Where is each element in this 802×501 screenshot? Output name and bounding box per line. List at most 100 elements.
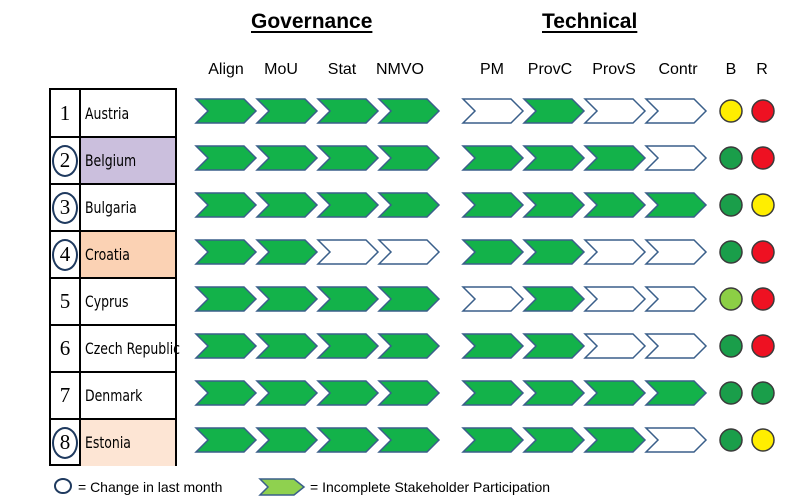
row-number: 6 [51,325,81,372]
row-number: 4 [51,231,81,278]
row-separator [51,418,175,420]
governance-chevron-align [194,427,258,453]
governance-chevron-align [194,380,258,406]
status-dot-b [719,428,743,452]
governance-chevron-nmvo [377,192,441,218]
country-name-cell: Estonia [81,419,175,466]
country-name-cell: Belgium [81,137,175,184]
change-indicator-circle: 3 [52,191,78,224]
technical-chevron-provs [583,239,647,265]
country-name-cell: Denmark [81,372,175,419]
governance-chevron-mou [255,286,319,312]
country-name: Cyprus [85,292,129,311]
technical-chevron-provc [522,286,586,312]
governance-chevron-stat [316,145,380,171]
legend-incomplete-text: = Incomplete Stakeholder Participation [310,479,551,495]
status-dot-b [719,334,743,358]
status-dot-r [751,146,775,170]
technical-chevron-pm [461,145,525,171]
governance-chevron-stat [316,286,380,312]
governance-chevron-stat [316,192,380,218]
table-row: 8 Estonia [51,419,175,466]
governance-chevron-mou [255,427,319,453]
technical-chevron-contr [644,333,708,359]
table-row: 2 Belgium [51,137,175,184]
technical-chevron-pm [461,192,525,218]
technical-chevron-provc [522,333,586,359]
row-number: 8 [51,419,81,466]
technical-chevron-pm [461,239,525,265]
legend-change-text: = Change in last month [78,479,223,495]
technical-chevron-provc [522,380,586,406]
country-name-cell: Cyprus [81,278,175,325]
status-dot-r [751,193,775,217]
governance-chevron-nmvo [377,333,441,359]
technical-chevron-provs [583,380,647,406]
governance-chevron-nmvo [377,286,441,312]
country-name: Croatia [85,245,130,264]
governance-chevron-stat [316,98,380,124]
technical-chevron-provs [583,145,647,171]
status-dot-b [719,99,743,123]
governance-chevron-align [194,98,258,124]
governance-chevron-align [194,286,258,312]
column-label-r: R [756,61,768,78]
change-indicator-circle: 2 [52,144,78,177]
country-name: Czech Republic [85,339,181,358]
governance-chevron-mou [255,333,319,359]
country-name-cell: Austria [81,90,175,137]
governance-chevron-stat [316,239,380,265]
technical-chevron-contr [644,145,708,171]
status-dot-r [751,99,775,123]
column-label-align: Align [208,61,244,78]
country-name: Denmark [85,386,143,405]
technical-heading: Technical [542,10,638,33]
governance-chevron-align [194,192,258,218]
governance-chevron-nmvo [377,380,441,406]
governance-heading: Governance [251,10,373,33]
row-number-text: 1 [59,101,71,125]
country-name: Austria [85,104,130,123]
technical-chevron-contr [644,192,708,218]
technical-chevron-provc [522,98,586,124]
table-row: 1 Austria [51,90,175,137]
change-legend-icon [54,478,72,494]
technical-chevron-contr [644,239,708,265]
row-separator [51,324,175,326]
row-separator [51,277,175,279]
technical-chevron-pm [461,286,525,312]
technical-chevron-provs [583,333,647,359]
status-dot-b [719,193,743,217]
column-label-pm: PM [480,61,504,78]
country-name: Bulgaria [85,198,137,217]
status-dot-b [719,146,743,170]
country-table: 1 Austria 2 Belgium 3 Bulgaria 4 Croatia 5 Cyprus… [49,88,180,466]
governance-chevron-align [194,239,258,265]
governance-chevron-mou [255,239,319,265]
column-label-provs: ProvS [592,61,636,78]
technical-chevron-pm [461,333,525,359]
technical-chevron-provs [583,98,647,124]
status-dot-b [719,287,743,311]
status-dot-r [751,240,775,264]
change-indicator-circle: 8 [52,426,78,459]
governance-chevron-stat [316,427,380,453]
column-label-b: B [725,61,737,78]
change-indicator-circle: 4 [52,238,78,271]
column-label-stat: Stat [327,61,357,78]
governance-chevron-align [194,333,258,359]
status-dot-r [751,334,775,358]
country-name-cell: Czech Republic [81,325,180,372]
row-number-text: 7 [59,383,71,407]
governance-chevron-nmvo [377,98,441,124]
technical-chevron-provs [583,192,647,218]
technical-chevron-pm [461,427,525,453]
technical-chevron-contr [644,380,708,406]
status-dot-b [719,381,743,405]
governance-chevron-nmvo [377,145,441,171]
status-dot-r [751,381,775,405]
column-label-mou: MoU [264,61,298,78]
governance-chevron-mou [255,145,319,171]
technical-chevron-contr [644,98,708,124]
